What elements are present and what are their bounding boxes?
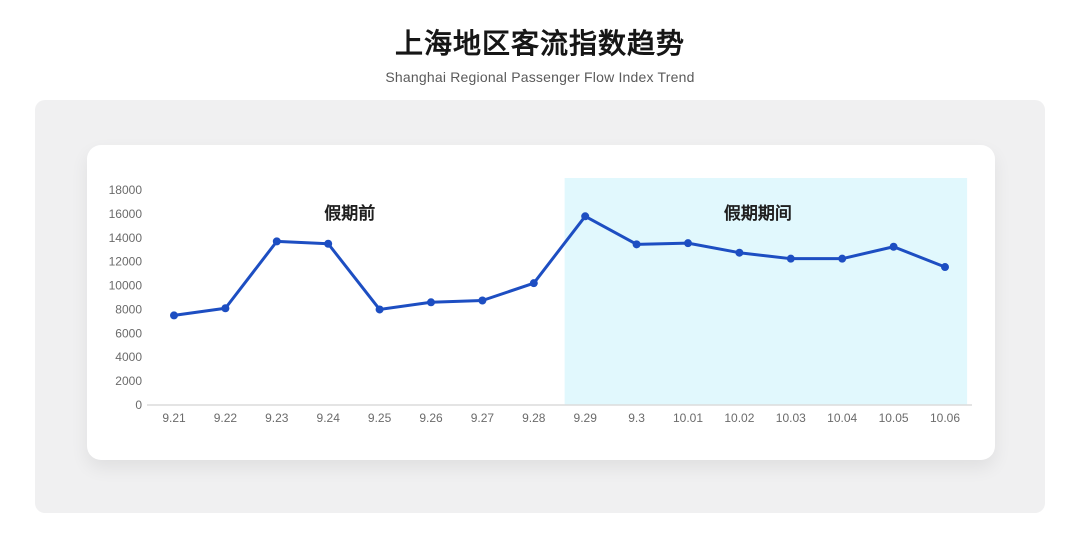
chart-card: 0 2000 4000 6000 8000 10000 12000 14000 16000 180…: [87, 145, 995, 460]
y-tick-label: 0: [135, 398, 142, 412]
x-tick-label: 9.29: [574, 411, 598, 425]
x-tick-label: 9.21: [162, 411, 186, 425]
data-point-9.21: [170, 311, 178, 320]
data-point-10.01: [684, 239, 692, 248]
y-tick-label: 18000: [109, 183, 143, 197]
data-point-9.26: [427, 298, 435, 307]
x-tick-label: 9.25: [368, 411, 392, 425]
x-tick-label: 10.02: [724, 411, 754, 425]
y-tick-label: 4000: [115, 350, 142, 364]
chart-title: 上海地区客流指数趋势: [394, 28, 685, 59]
chart-subtitle: Shanghai Regional Passenger Flow Index T…: [385, 69, 695, 85]
data-point-9.22: [221, 304, 230, 313]
x-tick-label: 10.05: [879, 411, 909, 425]
x-tick-label: 10.03: [776, 411, 806, 425]
x-tick-label: 9.26: [419, 411, 443, 425]
y-tick-label: 14000: [109, 231, 143, 245]
x-tick-label: 10.04: [827, 411, 857, 425]
y-tick-label: 6000: [115, 326, 142, 340]
data-point-9.23: [272, 237, 281, 246]
y-tick-label: 12000: [109, 255, 143, 269]
y-tick-label: 8000: [115, 302, 142, 316]
y-tick-label: 10000: [109, 279, 143, 293]
flow-index-line: [172, 214, 947, 317]
data-point-10.04: [838, 254, 847, 263]
data-point-9.27: [478, 296, 487, 305]
data-point-9.3: [632, 240, 641, 249]
region-label: 假期期间: [724, 203, 792, 223]
data-point-10.05: [889, 242, 898, 251]
data-point-9.29: [581, 212, 590, 221]
x-tick-label: 10.06: [930, 411, 960, 425]
x-tick-label: 9.28: [522, 411, 546, 425]
passenger-flow-line-chart: 0 2000 4000 6000 8000 10000 12000 14000 16000 180…: [109, 178, 972, 425]
x-tick-label: 9.3: [628, 411, 645, 425]
holiday-region-highlight: [564, 178, 968, 405]
data-point-9.28: [529, 279, 538, 288]
data-point-10.02: [735, 248, 744, 257]
y-tick-label: 16000: [109, 207, 143, 221]
data-point-9.24: [324, 239, 333, 248]
x-tick-label: 9.22: [214, 411, 238, 425]
y-tick-label: 2000: [115, 374, 142, 388]
chart-header: 上海地区客流指数趋势 Shanghai Regional Passenger F…: [0, 22, 1080, 85]
data-point-10.03: [786, 254, 795, 263]
region-label: 假期前: [324, 203, 375, 223]
data-point-9.25: [375, 305, 384, 314]
x-tick-label: 9.23: [265, 411, 289, 425]
x-tick-label: 9.27: [471, 411, 495, 425]
x-tick-label: 10.01: [673, 411, 703, 425]
data-point-10.06: [941, 263, 949, 272]
x-tick-label: 9.24: [317, 411, 341, 425]
